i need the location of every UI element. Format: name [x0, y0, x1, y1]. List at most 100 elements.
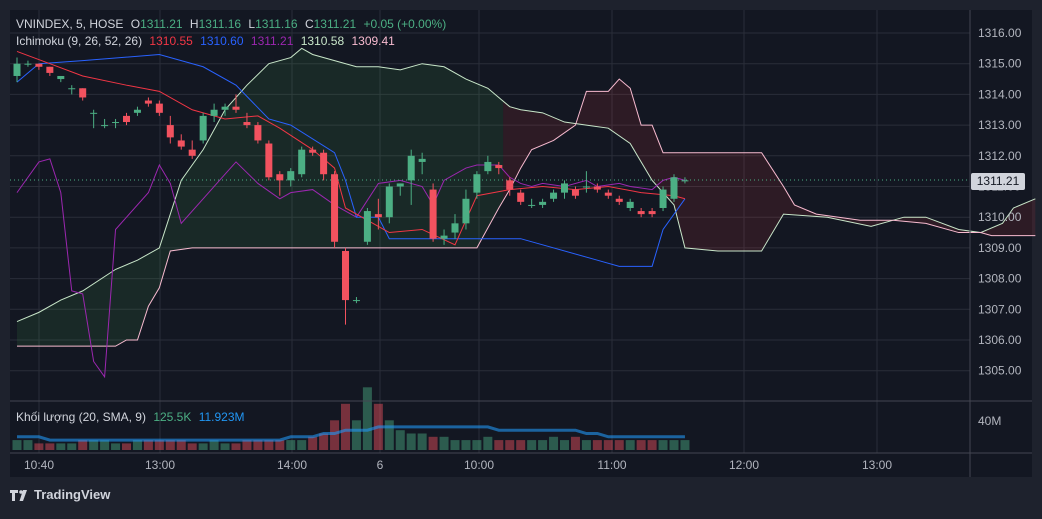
volume-value: 125.5K [153, 410, 192, 424]
tradingview-logo[interactable]: TradingView [10, 487, 110, 502]
candle-body [298, 149, 306, 175]
cloud-bullish [17, 48, 504, 347]
candle-body [550, 192, 558, 199]
candles [13, 57, 689, 325]
candle-body [418, 158, 426, 162]
candle-body [626, 201, 634, 208]
candle-body [342, 250, 349, 301]
last-price-tag: 1311.21 [971, 173, 1025, 190]
open-value: 1311.21 [140, 17, 183, 31]
candle-body [210, 109, 218, 116]
volume-bar [308, 436, 318, 450]
base-line [16, 53, 686, 267]
candle-body [90, 112, 98, 114]
ichimoku-span-a-value: 1310.58 [300, 34, 345, 48]
candle-body [24, 63, 32, 65]
candle-body [648, 211, 656, 215]
candle-body [385, 186, 393, 218]
volume-bar [231, 443, 241, 450]
volume-bar [669, 440, 679, 450]
ichimoku-span-b-value: 1309.41 [351, 34, 395, 48]
candle-body [188, 149, 196, 156]
change-value: +0.05 (+0.00%) [363, 17, 447, 31]
candle-body [276, 174, 284, 181]
ichimoku-lagging-value: 1311.21 [250, 34, 294, 48]
ichimoku-name[interactable]: Ichimoku (9, 26, 52, 26) [16, 34, 143, 48]
y-tick-label: 1314.00 [978, 87, 1022, 101]
volume-bars [12, 387, 690, 450]
ichimoku-base-value: 1310.60 [200, 34, 244, 48]
lagging-span [16, 158, 686, 379]
candle-body [473, 174, 481, 193]
volume-bar [505, 440, 515, 450]
volume-bar [636, 440, 646, 450]
volume-bar [647, 440, 657, 450]
candle-body [199, 115, 207, 141]
volume-bar [198, 443, 208, 450]
brand-name: TradingView [34, 487, 111, 502]
volume-bar [242, 440, 252, 450]
candle-body [232, 106, 240, 110]
candle-body [13, 63, 21, 76]
volume-bar [132, 440, 142, 450]
volume-bar [570, 436, 580, 450]
candle-body [495, 165, 503, 169]
candle-body [155, 103, 163, 113]
symbol-label[interactable]: VNINDEX, 5, HOSE [16, 17, 124, 31]
x-tick-label: 13:00 [862, 458, 892, 472]
volume-bar [680, 440, 690, 450]
candle-body [615, 198, 623, 202]
volume-bar [560, 440, 569, 450]
candle-body [144, 100, 152, 104]
volume-bar [351, 420, 361, 450]
candle-body [604, 192, 612, 196]
volume-bar [592, 440, 602, 450]
high-value: 1311.16 [198, 17, 242, 31]
volume-bar [330, 420, 340, 450]
y-tick-label: 1306.00 [978, 333, 1022, 347]
candle-body [243, 122, 251, 126]
volume-bar [297, 440, 307, 450]
candle-body [571, 189, 579, 196]
volume-name[interactable]: Khối lượng (20, SMA, 9) [16, 410, 146, 424]
candle-body [637, 211, 645, 215]
candle-body [331, 174, 339, 242]
candle-body [440, 235, 448, 239]
volume-bar [100, 440, 110, 450]
grid [10, 10, 970, 453]
ichimoku-legend[interactable]: Ichimoku (9, 26, 52, 26) 1310.55 1310.60… [16, 34, 399, 48]
candle-body [133, 109, 141, 113]
candle-body [352, 300, 360, 302]
volume-bar [538, 440, 548, 450]
volume-bar [581, 440, 591, 450]
volume-bar [67, 443, 77, 450]
y-tick-label: 1315.00 [978, 57, 1022, 71]
open-label: O [130, 17, 141, 31]
candle-body [561, 183, 568, 193]
candle-body [166, 125, 174, 138]
time-axis[interactable]: 10:40 13:00 14:00 6 10:00 11:00 12:00 13:00 [24, 458, 892, 472]
y-tick-label: 1307.00 [978, 302, 1022, 316]
candle-body [221, 106, 229, 110]
volume-bar [341, 403, 350, 450]
y-tick-label: 1316.00 [978, 26, 1022, 40]
leading-span-b [17, 78, 1036, 347]
volume-bar [264, 440, 274, 450]
volume-legend[interactable]: Khối lượng (20, SMA, 9) 125.5K 11.923M [16, 410, 249, 424]
volume-bar [384, 420, 394, 450]
candle-body [112, 122, 120, 124]
x-tick-label: 10:40 [24, 458, 54, 472]
candle-body [528, 204, 536, 206]
y-tick-label: 1308.00 [978, 272, 1022, 286]
x-tick-label: 6 [377, 458, 384, 472]
candle-body [79, 88, 87, 98]
y-tick-label: 1309.00 [978, 241, 1022, 255]
volume-bar [362, 387, 372, 450]
volume-bar [165, 440, 175, 450]
candle-body [101, 125, 109, 127]
volume-bar [122, 443, 131, 450]
candle-body [57, 75, 65, 80]
volume-bar [275, 440, 285, 450]
close-label: C [304, 17, 314, 31]
